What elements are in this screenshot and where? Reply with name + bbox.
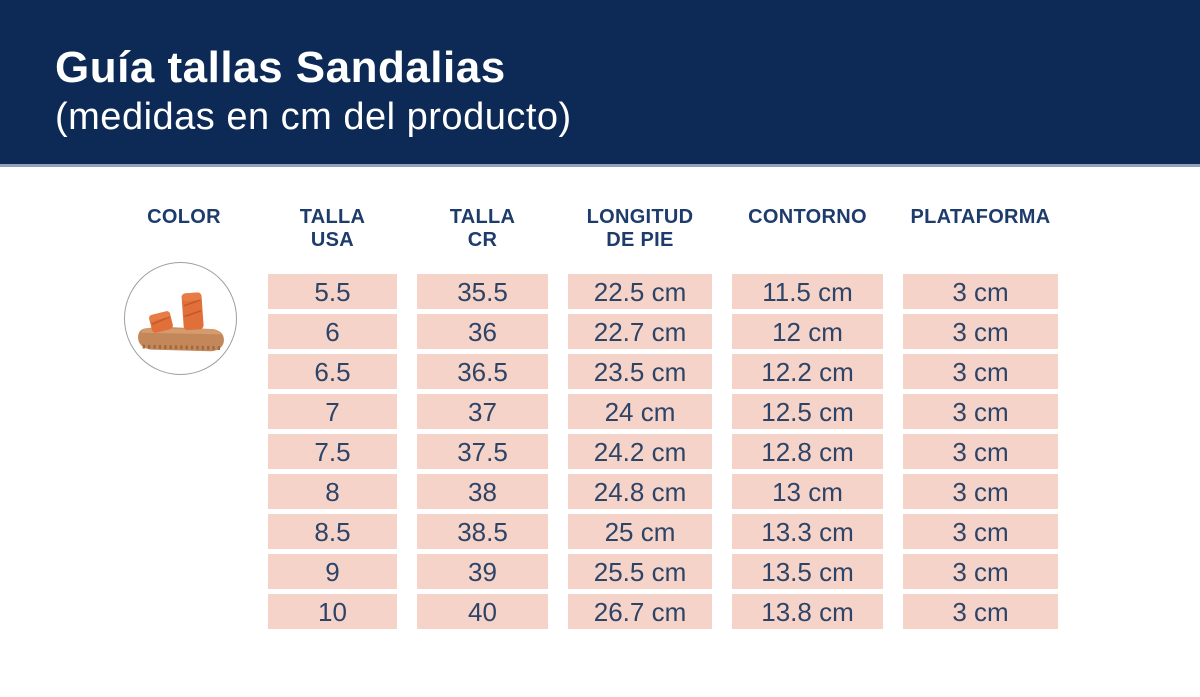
table-cell-plataforma-row7: 3 cm bbox=[903, 514, 1058, 549]
size-table: COLOR TALLA USA TALLA CR LONGITUD DE PIE CON… bbox=[120, 200, 1058, 629]
column-header-talla-usa: TALLA USA bbox=[299, 206, 366, 251]
table-cell-longitud-de-pie-row2: 22.7 cm bbox=[568, 314, 712, 349]
table-cell-talla-cr-row1: 35.5 bbox=[417, 274, 548, 309]
sandal-image bbox=[137, 292, 224, 351]
column-header-contorno: CONTORNO bbox=[748, 206, 867, 228]
table-cell-plataforma-row2: 3 cm bbox=[903, 314, 1058, 349]
table-cell-plataforma-row8: 3 cm bbox=[903, 554, 1058, 589]
table-cell-talla-usa-row9: 10 bbox=[268, 594, 397, 629]
table-cell-longitud-de-pie-row7: 25 cm bbox=[568, 514, 712, 549]
table-cell-talla-cr-row5: 37.5 bbox=[417, 434, 548, 469]
table-cell-contorno-row8: 13.5 cm bbox=[732, 554, 883, 589]
page-title: Guía tallas Sandalias bbox=[55, 43, 506, 92]
table-cell-plataforma-row1: 3 cm bbox=[903, 274, 1058, 309]
table-cell-contorno-row9: 13.8 cm bbox=[732, 594, 883, 629]
column-header-talla-cr: TALLA CR bbox=[449, 206, 516, 251]
table-cell-longitud-de-pie-row3: 23.5 cm bbox=[568, 354, 712, 389]
table-cell-talla-cr-row9: 40 bbox=[417, 594, 548, 629]
table-cell-talla-cr-row7: 38.5 bbox=[417, 514, 548, 549]
table-cell-talla-cr-row2: 36 bbox=[417, 314, 548, 349]
table-cell-plataforma-row4: 3 cm bbox=[903, 394, 1058, 429]
table-cell-contorno-row6: 13 cm bbox=[732, 474, 883, 509]
table-cell-talla-cr-row3: 36.5 bbox=[417, 354, 548, 389]
table-cell-contorno-row5: 12.8 cm bbox=[732, 434, 883, 469]
table-cell-longitud-de-pie-row6: 24.8 cm bbox=[568, 474, 712, 509]
table-cell-talla-usa-row5: 7.5 bbox=[268, 434, 397, 469]
table-cell-plataforma-row6: 3 cm bbox=[903, 474, 1058, 509]
table-cell-plataforma-row5: 3 cm bbox=[903, 434, 1058, 469]
header-banner: Guía tallas Sandalias (medidas en cm del… bbox=[0, 0, 1200, 167]
table-cell-longitud-de-pie-row1: 22.5 cm bbox=[568, 274, 712, 309]
column-header-color: COLOR bbox=[147, 206, 221, 228]
table-cell-contorno-row3: 12.2 cm bbox=[732, 354, 883, 389]
column-header-longitud-de-pie: LONGITUD DE PIE bbox=[586, 206, 694, 251]
table-cell-contorno-row7: 13.3 cm bbox=[732, 514, 883, 549]
table-cell-plataforma-row9: 3 cm bbox=[903, 594, 1058, 629]
color-swatch bbox=[124, 262, 237, 375]
table-cell-longitud-de-pie-row9: 26.7 cm bbox=[568, 594, 712, 629]
table-cell-talla-usa-row3: 6.5 bbox=[268, 354, 397, 389]
table-cell-talla-cr-row4: 37 bbox=[417, 394, 548, 429]
page-subtitle: (medidas en cm del producto) bbox=[55, 96, 572, 139]
table-cell-talla-usa-row4: 7 bbox=[268, 394, 397, 429]
table-cell-longitud-de-pie-row5: 24.2 cm bbox=[568, 434, 712, 469]
table-cell-talla-cr-row6: 38 bbox=[417, 474, 548, 509]
table-cell-contorno-row2: 12 cm bbox=[732, 314, 883, 349]
table-cell-contorno-row1: 11.5 cm bbox=[732, 274, 883, 309]
table-cell-talla-usa-row6: 8 bbox=[268, 474, 397, 509]
column-header-plataforma: PLATAFORMA bbox=[910, 206, 1051, 228]
table-cell-talla-usa-row7: 8.5 bbox=[268, 514, 397, 549]
table-cell-talla-cr-row8: 39 bbox=[417, 554, 548, 589]
table-cell-talla-usa-row8: 9 bbox=[268, 554, 397, 589]
table-cell-longitud-de-pie-row8: 25.5 cm bbox=[568, 554, 712, 589]
table-cell-talla-usa-row1: 5.5 bbox=[268, 274, 397, 309]
table-cell-plataforma-row3: 3 cm bbox=[903, 354, 1058, 389]
table-cell-talla-usa-row2: 6 bbox=[268, 314, 397, 349]
table-cell-longitud-de-pie-row4: 24 cm bbox=[568, 394, 712, 429]
table-cell-contorno-row4: 12.5 cm bbox=[732, 394, 883, 429]
